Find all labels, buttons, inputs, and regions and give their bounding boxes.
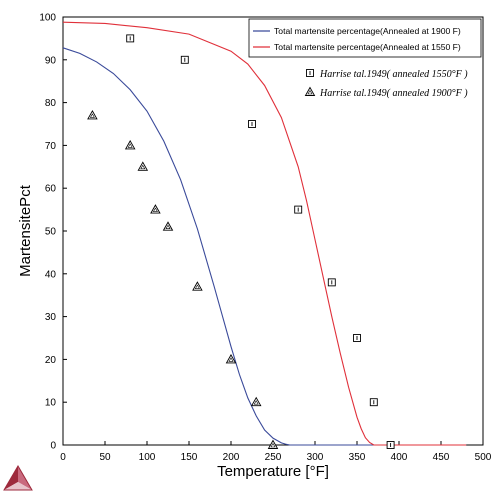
triangle-marker-inner [270,442,276,448]
series-lines [62,21,467,446]
triangle-marker-inner [253,400,259,405]
x-tick-label: 200 [223,452,240,463]
data-point-triangle [267,439,279,449]
legend-marker-square [306,69,314,77]
triangle-marker-outline [250,396,262,407]
x-tick-label: 500 [475,452,492,463]
triangle-marker-outline [304,86,316,96]
x-tick-label: 50 [99,452,111,463]
triangle-marker-inner [307,89,313,95]
x-tick-label: 350 [349,452,366,463]
logo-facet-bottom [4,482,32,490]
triangle-marker-inner [152,207,158,212]
data-point-square [353,334,361,342]
legend: Total martensite percentage(Annealed at … [248,18,482,58]
data-point-triangle [162,221,174,231]
data-point-square [294,205,303,214]
triangle-marker-inner [127,143,133,148]
x-tick-label: 0 [60,452,66,463]
x-tick-label: 250 [265,452,282,463]
y-tick-label: 0 [50,441,56,452]
x-tick-label: 100 [139,452,156,463]
y-tick-label: 100 [39,13,56,24]
y-tick-label: 50 [45,227,57,238]
legend-triangle-glyph [304,86,316,96]
y-tick-label: 90 [45,55,57,66]
data-point-square [180,55,189,64]
marker-legend: Harrise tal.1949( annealed 1550°F ) Harr… [304,69,468,99]
logo-outline [3,465,33,491]
series-line-0 [62,47,467,446]
triangle-marker-outline [87,110,98,120]
data-point-square [386,441,395,449]
triangle-marker-outline [137,161,149,171]
series-line-1 [62,21,467,446]
y-tick-label: 80 [45,98,57,109]
data-point-triangle [250,396,262,407]
y-axis: 0 10 20 30 40 50 60 70 80 90 100 [39,13,67,452]
thermo-calc-logo [3,465,33,491]
x-tick-label: 150 [181,452,198,463]
triangle-marker-outline [150,204,161,214]
x-axis-title: Temperature [°F] [217,463,329,480]
y-tick-label: 10 [45,398,57,409]
triangle-marker-inner [165,224,171,230]
triangle-marker-outline [162,221,174,231]
y-tick-label: 40 [45,269,57,280]
legend-frame [248,18,482,58]
data-point-square [126,34,135,43]
triangle-marker-inner [89,113,95,118]
x-axis: 0 50 100 150 200 250 300 350 400 450 500 [60,441,492,463]
data-point-triangle [137,161,149,171]
data-point-triangle [150,204,161,214]
data-point-square [369,398,378,407]
legend-label-annealed-1550: Total martensite percentage(Annealed at … [274,42,461,52]
data-point-triangle [225,353,237,364]
x-tick-label: 400 [391,452,408,463]
y-tick-label: 30 [45,312,57,323]
data-point-triangle [192,281,203,291]
y-tick-label: 60 [45,184,57,195]
y-tick-label: 70 [45,141,57,152]
triangle-marker-inner [140,164,146,170]
triangle-marker-outline [124,139,136,150]
plot-frame [62,16,484,446]
y-tick-label: 20 [45,355,57,366]
plot-area [62,16,484,446]
y-axis-title: MartensitePct [17,184,34,277]
x-tick-label: 300 [307,452,324,463]
triangle-marker-inner [228,357,234,362]
legend-label-harris-1900: Harrise tal.1949( annealed 1900°F ) [319,88,468,99]
triangle-marker-outline [192,281,203,291]
data-point-triangle [87,110,98,120]
legend-marker-triangle [304,86,316,96]
x-tick-label: 450 [433,452,450,463]
data-point-triangle [124,139,136,150]
triangle-marker-outline [225,353,237,364]
legend-label-harris-1550: Harrise tal.1949( annealed 1550°F ) [319,69,468,80]
triangle-marker-inner [194,284,200,289]
legend-label-annealed-1900: Total martensite percentage(Annealed at … [274,26,461,36]
data-point-square [327,278,336,287]
series-points [87,34,395,449]
triangle-marker-outline [267,439,279,449]
legend-square-glyph [306,69,314,77]
data-point-square [248,120,256,128]
